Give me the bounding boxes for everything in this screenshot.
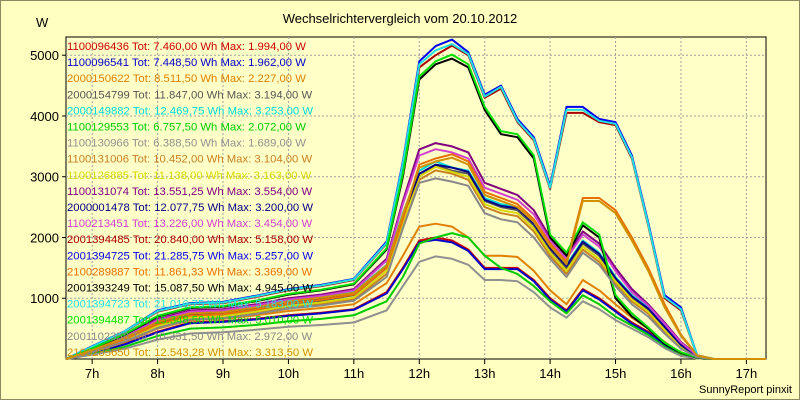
- legend-entry: 2000150622 Tot: 8.511,50 Wh Max: 2.227,0…: [67, 73, 306, 85]
- legend-entry: 2001394725 Tot: 21.285,75 Wh Max: 5.257,…: [67, 250, 313, 262]
- series-line: [65, 232, 766, 360]
- legend-entry: 1100129553 Tot: 6.757,50 Wh Max: 2.072,0…: [67, 122, 306, 134]
- x-tick-label: 13h: [474, 366, 496, 381]
- x-tick-label: 10h: [278, 366, 300, 381]
- legend-entry: 2000001478 Tot: 12.077,75 Wh Max: 3.200,…: [67, 202, 313, 214]
- y-tick-label: 3000: [30, 170, 59, 185]
- x-tick-label: 9h: [216, 366, 230, 381]
- series-line: [65, 53, 766, 360]
- axes-layer: 7h 8h 9h 10h 11h 12h 13h 14h 15h 16h 17h 1000 2000 30…: [30, 48, 757, 381]
- series-line: [65, 148, 766, 360]
- y-tick-label: 4000: [30, 109, 59, 124]
- legend-entry: 2000154799 Tot: 11.847,00 Wh Max: 3.194,…: [67, 89, 312, 101]
- x-tick-label: 16h: [670, 366, 692, 381]
- legend-entry: 2100285650 Tot: 12.543,28 Wh Max: 3.313,…: [67, 347, 313, 359]
- series-line: [65, 43, 766, 360]
- x-tick-label: 15h: [605, 366, 627, 381]
- legend-entry: 1100096541 Tot: 7.448,50 Wh Max: 1.962,0…: [67, 57, 306, 69]
- series-layer: [65, 38, 766, 360]
- series-line: [65, 177, 766, 360]
- legend-entry: 2100289887 Tot: 11.861,33 Wh Max: 3.369,…: [67, 266, 312, 278]
- legend-entry: 1100096436 Tot: 7.460,00 Wh Max: 1.994,0…: [67, 41, 306, 53]
- x-tick-label: 14h: [539, 366, 561, 381]
- series-line: [65, 255, 766, 360]
- chart-title: Wechselrichtervergleich vom 20.10.2012: [282, 11, 518, 26]
- y-tick-label: 2000: [30, 230, 59, 245]
- legend-entry: 2001102358 Tot: 10.331,50 Wh Max: 2.972,…: [67, 331, 312, 343]
- legend-entry: 2001393249 Tot: 15.087,50 Wh Max: 4.945,…: [67, 283, 313, 295]
- legend-entry: 2000149882 Tot: 12.469,75 Wh Max: 3.253,…: [67, 105, 313, 117]
- y-axis-label: W: [36, 15, 49, 30]
- series-line: [65, 153, 766, 360]
- legend-entry: 1100130966 Tot: 6.388,50 Wh Max: 1.689,0…: [67, 138, 306, 150]
- credit-label: SunnyReport pinxit: [699, 384, 792, 396]
- legend-entry: 2001394485 Tot: 20.840,00 Wh Max: 5.158,…: [67, 234, 313, 246]
- series-line: [65, 238, 766, 360]
- x-tick-label: 8h: [150, 366, 164, 381]
- legend-entry: 2001394723 Tot: 21.016,75 Wh Max: 5.183,…: [67, 299, 313, 311]
- legend-entry: 1100126885 Tot: 11.138,00 Wh Max: 3.163,…: [67, 170, 312, 182]
- series-line: [65, 142, 766, 360]
- x-tick-label: 7h: [85, 366, 99, 381]
- legend: 1100096436 Tot: 7.460,00 Wh Max: 1.994,0…: [67, 41, 313, 359]
- legend-entry: 1100213451 Tot: 13.226,00 Wh Max: 3.454,…: [67, 218, 312, 230]
- series-line: [65, 165, 766, 360]
- legend-entry: 1100131074 Tot: 13.551,25 Wh Max: 3.554,…: [67, 186, 312, 198]
- x-tick-label: 17h: [736, 366, 758, 381]
- y-tick-label: 5000: [30, 48, 59, 63]
- y-tick-label: 1000: [30, 291, 59, 306]
- series-line: [65, 156, 766, 360]
- x-tick-label: 11h: [343, 366, 364, 381]
- x-tick-label: 12h: [408, 366, 430, 381]
- legend-entry: 2001394487 Tot: 15.348,50 Wh Max: 5.010,…: [67, 315, 313, 327]
- legend-entry: 1100131006 Tot: 10.452,00 Wh Max: 3.104,…: [67, 154, 312, 166]
